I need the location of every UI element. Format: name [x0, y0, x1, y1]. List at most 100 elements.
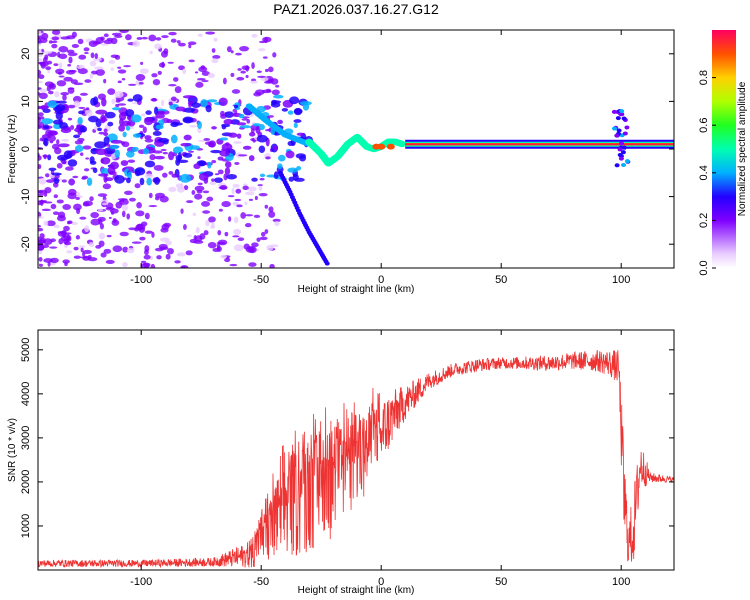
noise-blob — [62, 94, 67, 101]
noise-blob — [43, 154, 47, 160]
noise-blob — [252, 123, 261, 127]
noise-blob — [249, 131, 256, 137]
noise-blob — [259, 177, 265, 181]
x-tick-label: 50 — [495, 274, 507, 286]
noise-blob — [273, 94, 284, 99]
noise-blob — [72, 175, 79, 179]
noise-blob — [244, 214, 254, 217]
noise-blob — [64, 241, 72, 246]
colorbar-tick-label: 0.8 — [698, 70, 710, 85]
noise-blob — [260, 231, 266, 237]
noise-blob — [74, 140, 84, 145]
noise-blob — [45, 173, 50, 178]
noise-blob — [617, 147, 623, 152]
chart-title: PAZ1.2026.037.16.27.G12 — [273, 1, 439, 17]
noise-blob — [122, 246, 129, 253]
noise-blob — [221, 143, 233, 152]
noise-blob — [197, 33, 203, 37]
noise-blob — [105, 259, 115, 264]
noise-blob — [107, 166, 116, 175]
noise-blob — [293, 108, 303, 115]
noise-blob — [219, 137, 229, 141]
noise-blob — [89, 156, 95, 164]
noise-blob — [78, 106, 86, 109]
noise-blob — [88, 40, 98, 47]
noise-blob — [201, 71, 210, 76]
noise-blob — [251, 33, 258, 38]
noise-blob — [173, 77, 179, 82]
noise-blob — [56, 100, 67, 104]
noise-blob — [151, 73, 158, 78]
noise-blob — [84, 79, 92, 83]
noise-blob — [124, 190, 133, 196]
noise-blob — [281, 108, 289, 112]
noise-blob — [53, 194, 59, 199]
noise-blob — [224, 231, 229, 237]
noise-blob — [203, 138, 211, 141]
noise-blob — [618, 141, 624, 146]
noise-blob — [191, 102, 201, 108]
noise-blob — [287, 140, 295, 147]
noise-blob — [38, 80, 43, 84]
noise-blob — [235, 188, 242, 194]
noise-blob — [140, 61, 144, 65]
noise-blob — [42, 57, 48, 63]
noise-blob — [121, 204, 128, 212]
noise-blob — [614, 163, 620, 168]
noise-blob — [231, 187, 235, 195]
noise-blob — [277, 163, 283, 170]
noise-blob — [172, 122, 183, 126]
noise-blob — [170, 134, 178, 144]
noise-blob — [97, 127, 102, 132]
noise-blob — [125, 34, 132, 41]
x-tick-label: -50 — [253, 576, 269, 588]
noise-blob — [134, 183, 141, 189]
noise-blob — [103, 33, 109, 38]
noise-blob — [288, 176, 295, 182]
noise-blob — [103, 136, 110, 146]
noise-blob — [621, 116, 627, 121]
noise-blob — [265, 156, 271, 160]
noise-blob — [168, 101, 173, 106]
noise-blob — [43, 138, 49, 147]
noise-blob — [230, 72, 235, 78]
noise-blob — [250, 80, 258, 84]
noise-blob — [287, 110, 294, 115]
noise-blob — [81, 175, 89, 180]
noise-blob — [193, 163, 201, 170]
noise-blob — [205, 219, 210, 227]
noise-blob — [38, 142, 41, 146]
noise-blob — [188, 44, 192, 49]
noise-blob — [56, 139, 60, 145]
noise-blob — [142, 147, 150, 155]
noise-blob — [231, 89, 241, 94]
noise-blob — [165, 240, 173, 246]
noise-blob — [87, 257, 98, 262]
noise-blob — [53, 63, 59, 67]
noise-blob — [220, 110, 225, 117]
noise-blob — [47, 130, 58, 136]
noise-blob — [183, 107, 196, 113]
noise-blob — [196, 77, 206, 81]
noise-blob — [236, 122, 247, 126]
noise-blob — [228, 216, 232, 222]
noise-blob — [171, 173, 178, 178]
noise-blob — [39, 88, 48, 93]
noise-blob — [90, 97, 97, 106]
noise-blob — [128, 227, 137, 231]
noise-blob — [83, 47, 90, 52]
noise-blob — [47, 100, 58, 108]
colorbar-tick-label: 0.4 — [698, 165, 710, 180]
noise-blob — [188, 125, 198, 128]
noise-blob — [264, 229, 269, 234]
colorbar-tick-label: 0.2 — [698, 213, 710, 228]
noise-blob — [186, 200, 194, 204]
noise-blob — [41, 134, 52, 139]
noise-blob — [611, 109, 617, 114]
noise-blob — [67, 159, 78, 167]
noise-blob — [296, 132, 305, 136]
noise-blob — [140, 260, 147, 264]
noise-blob — [198, 160, 206, 167]
noise-blob — [146, 177, 153, 186]
